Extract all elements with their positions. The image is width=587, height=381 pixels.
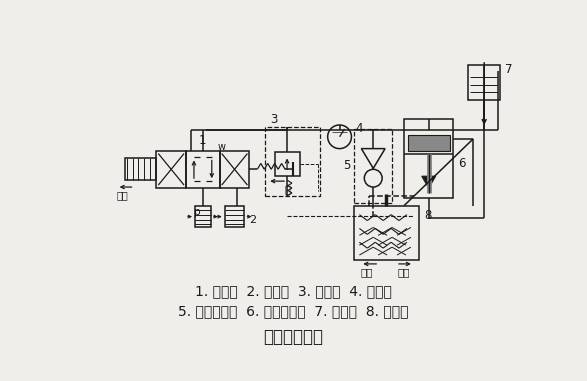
Bar: [275, 152, 300, 176]
Text: 4: 4: [355, 122, 363, 135]
Bar: [355, 129, 392, 203]
Text: 1. 换向阀  2. 消声器  3. 减压阀  4. 压力表: 1. 换向阀 2. 消声器 3. 减压阀 4. 压力表: [194, 285, 392, 298]
Text: 松开: 松开: [398, 267, 410, 277]
Text: 2: 2: [249, 215, 256, 224]
Bar: [156, 150, 186, 188]
Text: 5. 快速放气阀  6. 气液增压器  7. 储油器  8. 液压缸: 5. 快速放气阀 6. 气液增压器 7. 储油器 8. 液压缸: [178, 304, 408, 318]
Bar: [265, 127, 320, 196]
Polygon shape: [422, 176, 436, 188]
Text: w: w: [218, 142, 225, 152]
Text: 紧: 紧: [284, 184, 290, 194]
Bar: [220, 150, 249, 188]
Text: 6: 6: [458, 157, 466, 170]
Text: 1: 1: [199, 134, 207, 147]
Text: 卡紧: 卡紧: [360, 267, 373, 277]
Text: 松开: 松开: [117, 190, 129, 200]
Text: 5: 5: [343, 159, 350, 172]
Bar: [195, 206, 211, 227]
Bar: [355, 206, 419, 260]
Bar: [404, 119, 454, 198]
Bar: [468, 65, 500, 100]
Bar: [186, 150, 220, 188]
Bar: [408, 135, 450, 150]
Text: 夹具系统回路: 夹具系统回路: [263, 328, 323, 346]
Bar: [225, 206, 244, 227]
Text: 7: 7: [505, 63, 512, 76]
Text: 8: 8: [424, 209, 431, 222]
Text: p: p: [194, 207, 201, 217]
Text: 3: 3: [270, 112, 278, 126]
Bar: [124, 158, 156, 180]
